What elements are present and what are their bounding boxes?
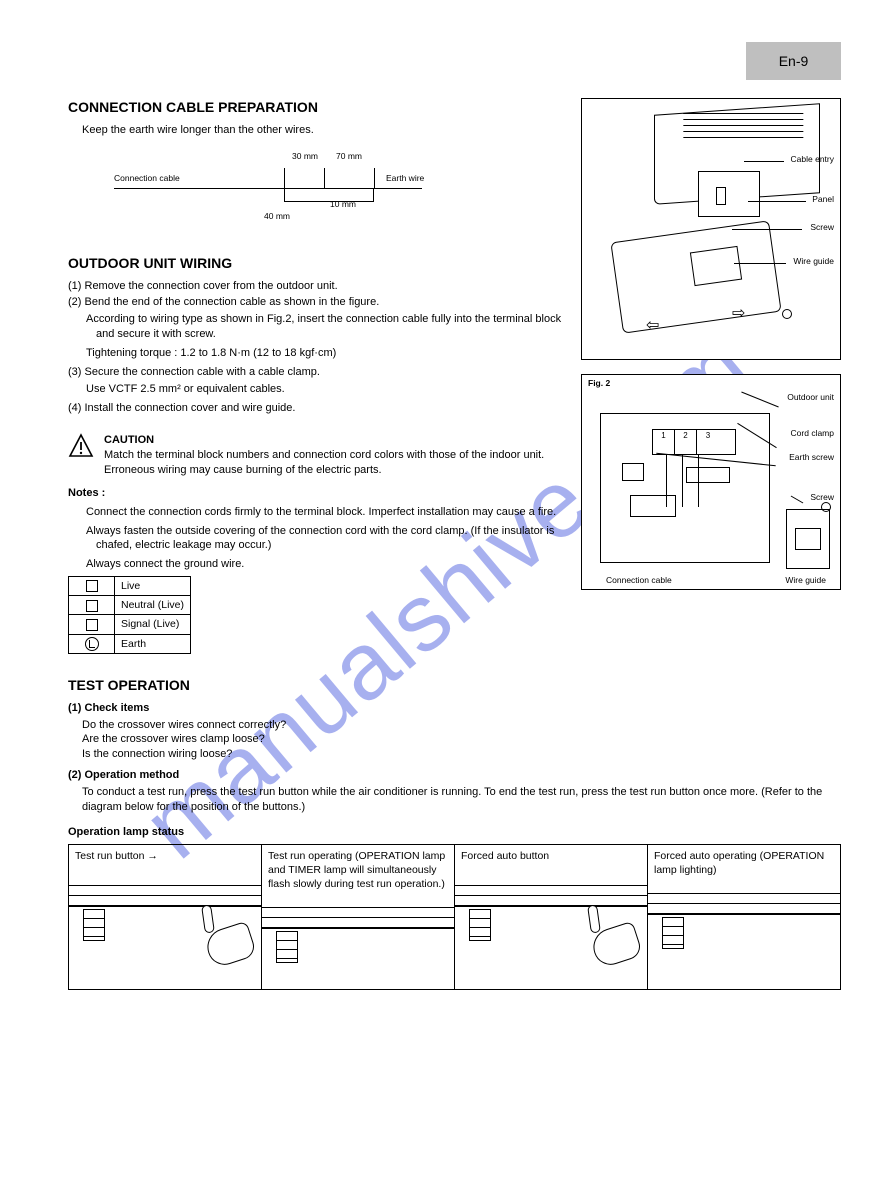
test-step2-title: (2) Operation method: [68, 768, 841, 783]
connection-cable-lead: Keep the earth wire longer than the othe…: [82, 123, 563, 138]
cable-length-diagram: Connection cable 30 mm 70 mm Earth wire …: [114, 144, 434, 232]
legend-table: Live Neutral (Live) Signal (Live) Earth: [68, 576, 191, 654]
legend-text-3: Signal (Live): [115, 615, 191, 634]
wiring-step2b: According to wiring type as shown in Fig…: [86, 312, 563, 342]
table-row: Test run operating (OPERATION lamp and T…: [262, 844, 455, 990]
caution-body: Match the terminal block numbers and con…: [104, 448, 544, 478]
diagram-label-connection-cable: Connection cable: [114, 174, 180, 183]
terminal-3: 3: [697, 430, 719, 454]
lamp-cell-1-caption: Test run button →: [69, 845, 261, 871]
lamp-status-table: Test run button → Test run operating (OP…: [68, 844, 841, 991]
legend-text-4: Earth: [115, 634, 191, 653]
diagram-dim-40: 40 mm: [264, 212, 290, 221]
table-row: Neutral (Live): [69, 596, 191, 615]
lamp-cell-2-figure: [262, 893, 454, 989]
warning-icon: [68, 433, 94, 459]
fig2-label-cord-clamp: Cord clamp: [791, 429, 834, 438]
legend-symbol-live-1: [86, 580, 98, 592]
lamp-status-heading: Operation lamp status: [68, 825, 841, 840]
legend-symbol-live-3: [86, 619, 98, 631]
lamp-cell-3-figure: [455, 871, 647, 967]
heading-test-operation: TEST OPERATION: [68, 676, 841, 695]
diagram-dim-30: 30 mm: [292, 152, 318, 161]
fig2-label-wire-guide: Wire guide: [785, 576, 826, 585]
fig2-label-outdoor: Outdoor unit: [787, 393, 834, 402]
wiring-step4: (4) Install the connection cover and wir…: [68, 401, 563, 416]
notes-item-2: Always fasten the outside covering of th…: [86, 524, 563, 554]
diagram-label-earth-wire: Earth wire: [386, 174, 424, 183]
fig1-label-screw: Screw: [810, 223, 834, 232]
table-row: Forced auto operating (OPERATION lamp li…: [648, 844, 841, 990]
diagram-dim-70: 70 mm: [336, 152, 362, 161]
notes-item-3: Always connect the ground wire.: [86, 557, 563, 572]
fig1-label-panel: Panel: [812, 195, 834, 204]
lamp-cell-4-caption: Forced auto operating (OPERATION lamp li…: [648, 845, 840, 879]
legend-text-2: Neutral (Live): [115, 596, 191, 615]
caution-title: CAUTION: [104, 433, 544, 448]
notes-item-1: Connect the connection cords firmly to t…: [86, 505, 563, 520]
test-step1-title: (1) Check items: [68, 701, 841, 716]
lamp-cell-1-figure: [69, 871, 261, 967]
notes-heading: Notes :: [68, 486, 563, 501]
wiring-step3b: Use VCTF 2.5 mm² or equivalent cables.: [86, 382, 563, 397]
lamp-cell-4-figure: [648, 879, 840, 975]
fig1-label-cable-entry: Cable entry: [791, 155, 834, 164]
wiring-step2a: (2) Bend the end of the connection cable…: [68, 295, 563, 310]
wiring-step3a: (3) Secure the connection cable with a c…: [68, 365, 563, 380]
fig2-label-screw: Screw: [810, 493, 834, 502]
table-row: Earth: [69, 634, 191, 653]
fig1-label-wire-guide: Wire guide: [793, 257, 834, 266]
figure-1: ⇦ ⇨ Cable entry Panel Screw Wire guide: [581, 98, 841, 360]
table-row: Forced auto button: [455, 844, 648, 990]
table-row: Test run button →: [69, 844, 262, 990]
caution-block: CAUTION Match the terminal block numbers…: [68, 433, 563, 478]
terminal-1: 1: [653, 430, 675, 454]
lamp-cell-3-caption: Forced auto button: [455, 845, 647, 871]
lamp-cell-2-caption: Test run operating (OPERATION lamp and T…: [262, 845, 454, 894]
figure-2: Fig. 2 Outdoor unit 123 Cord clamp Earth…: [581, 374, 841, 590]
fig2-label-earth-screw: Earth screw: [789, 453, 834, 462]
page-number: En-9: [779, 52, 809, 71]
wiring-step1: (1) Remove the connection cover from the…: [68, 279, 563, 294]
legend-symbol-live-2: [86, 600, 98, 612]
fig2-label-conn-cable: Connection cable: [606, 576, 672, 585]
table-row: Live: [69, 577, 191, 596]
test-step2-body: To conduct a test run, press the test ru…: [82, 785, 841, 815]
fig2-title: Fig. 2: [588, 379, 610, 388]
wiring-step2c: Tightening torque : 1.2 to 1.8 N·m (12 t…: [86, 346, 563, 361]
test-step1-body: Do the crossover wires connect correctly…: [82, 718, 841, 763]
terminal-2: 2: [675, 430, 697, 454]
legend-symbol-earth: [85, 637, 99, 651]
page-number-box: En-9: [746, 42, 841, 80]
heading-outdoor-wiring: OUTDOOR UNIT WIRING: [68, 254, 563, 273]
table-row: Signal (Live): [69, 615, 191, 634]
heading-connection-cable: CONNECTION CABLE PREPARATION: [68, 98, 563, 117]
legend-text-1: Live: [115, 577, 191, 596]
